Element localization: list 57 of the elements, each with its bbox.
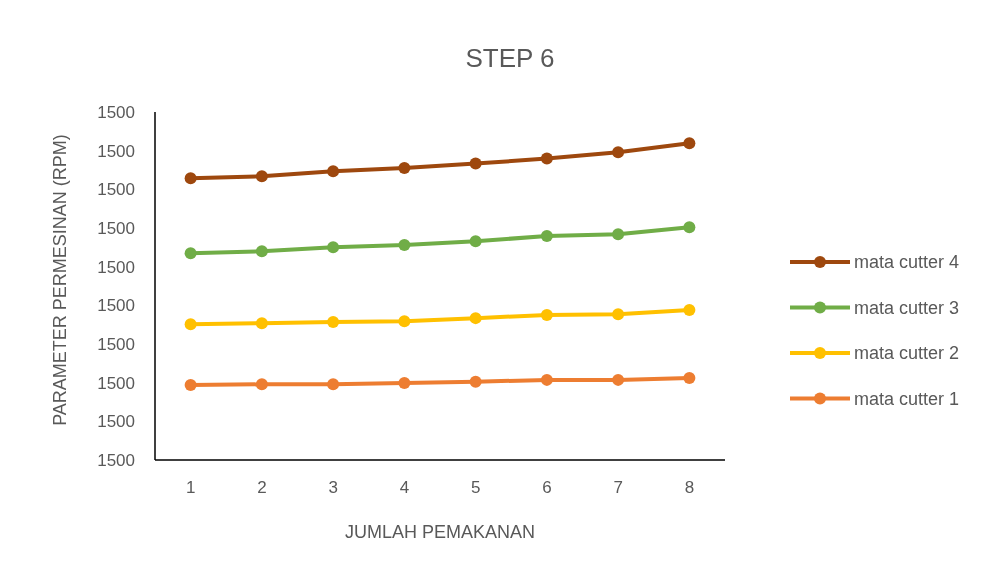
point: [398, 238, 411, 251]
point: [184, 172, 197, 185]
x-tick-label: 8: [684, 478, 695, 497]
point: [540, 373, 553, 386]
legend-label: mata cutter 1: [854, 388, 960, 409]
point: [469, 157, 482, 170]
point: [398, 162, 411, 175]
point: [398, 377, 411, 390]
point: [612, 373, 625, 386]
text: 1500: [97, 218, 135, 238]
text: 1500: [97, 141, 135, 161]
text: 1500: [97, 257, 135, 277]
x-tick-label: 7: [613, 478, 623, 497]
point: [327, 165, 340, 178]
text: 1500: [97, 102, 135, 122]
point: [469, 375, 482, 388]
text: 1500: [97, 373, 135, 393]
point: [683, 371, 696, 384]
point: [469, 312, 482, 325]
point: [327, 241, 340, 254]
text: 1500: [97, 296, 135, 316]
x-tick-label: 3: [328, 478, 338, 497]
point: [540, 230, 553, 243]
x-tick-label: 5: [470, 478, 481, 497]
x-tick-label: 2: [257, 478, 267, 497]
point: [255, 317, 268, 330]
x-tick-label: 1: [185, 478, 196, 497]
point: [184, 378, 197, 391]
text: 1500: [97, 450, 135, 470]
point: [540, 308, 553, 321]
text: 1500: [97, 180, 135, 200]
point: [683, 303, 696, 316]
point: [184, 318, 197, 331]
point: [612, 146, 625, 159]
point: [184, 247, 197, 260]
text: 1500: [97, 412, 135, 432]
point: [255, 170, 268, 183]
x-tick-label: 6: [542, 478, 552, 497]
point: [683, 221, 696, 234]
text: 1500: [97, 334, 135, 354]
legend-label: mata cutter 3: [854, 297, 960, 318]
point: [327, 315, 340, 328]
point: [612, 228, 625, 241]
legend-label: mata cutter 4: [854, 252, 960, 273]
point: [469, 235, 482, 248]
point: [327, 378, 340, 391]
point: [255, 378, 268, 391]
legend-label: mata cutter 2: [854, 343, 960, 364]
point: [255, 245, 268, 258]
y-axis-title: PARAMETER PERMESINAN (RPM): [50, 134, 70, 426]
point: [683, 137, 696, 150]
point: [398, 315, 411, 328]
point: [612, 308, 625, 321]
x-axis-title: JUMLAH PEMAKANAN: [344, 522, 536, 542]
point: [540, 152, 553, 165]
x-tick-label: 4: [399, 478, 410, 497]
chart-title: STEP 6: [465, 43, 555, 73]
